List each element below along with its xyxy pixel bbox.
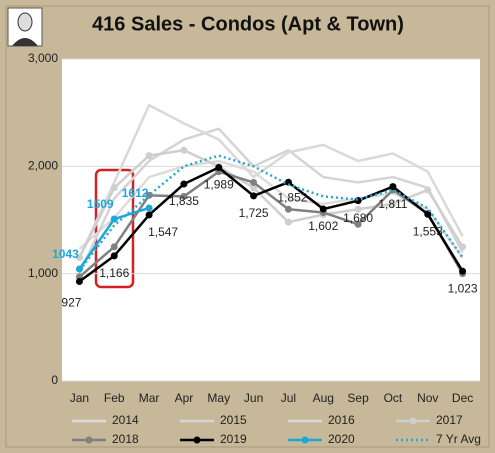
point xyxy=(389,200,397,208)
x-tick-label: Dec xyxy=(452,391,473,405)
legend-marker xyxy=(85,436,93,444)
legend-label: 2020 xyxy=(328,432,355,446)
data-label: 1043 xyxy=(52,247,79,261)
point xyxy=(459,267,467,275)
point xyxy=(180,180,188,188)
point xyxy=(424,186,432,194)
x-tick-label: Mar xyxy=(139,391,160,405)
point xyxy=(145,204,153,212)
point xyxy=(180,146,188,154)
y-tick-label: 2,000 xyxy=(28,159,58,173)
x-tick-label: Aug xyxy=(313,391,334,405)
legend-label: 2018 xyxy=(112,432,139,446)
legend-label: 2019 xyxy=(220,432,247,446)
point xyxy=(284,218,292,226)
series-line xyxy=(78,159,464,259)
point xyxy=(250,192,258,200)
point xyxy=(319,205,327,213)
legend-marker xyxy=(409,417,417,425)
chart-title: 416 Sales - Condos (Apt & Town) xyxy=(92,13,404,35)
plot-area xyxy=(62,59,480,381)
avatar xyxy=(7,7,43,47)
point xyxy=(459,243,467,251)
data-label: 1,602 xyxy=(308,219,338,233)
x-tick-label: Feb xyxy=(104,391,125,405)
data-label: 927 xyxy=(61,296,81,310)
point xyxy=(215,164,223,172)
x-tick-label: Sep xyxy=(347,391,369,405)
legend-marker xyxy=(193,436,201,444)
legend-label: 2016 xyxy=(328,413,355,427)
y-tick-label: 3,000 xyxy=(28,51,58,65)
legend-marker xyxy=(301,436,309,444)
x-tick-label: Jul xyxy=(281,391,296,405)
x-tick-label: Nov xyxy=(417,391,438,405)
x-tick-label: May xyxy=(207,391,230,405)
point xyxy=(110,243,118,251)
y-tick-label: 0 xyxy=(51,373,58,387)
point xyxy=(110,184,118,192)
point xyxy=(110,252,118,260)
legend-label: 2017 xyxy=(436,413,463,427)
data-label: 1,852 xyxy=(277,190,307,204)
point xyxy=(389,183,397,191)
point xyxy=(424,210,432,218)
x-tick-label: Jun xyxy=(244,391,263,405)
x-tick-label: Jan xyxy=(70,391,89,405)
series-line xyxy=(78,166,464,283)
series-line xyxy=(78,127,464,275)
data-label: 1,680 xyxy=(343,211,373,225)
data-label: 1612 xyxy=(122,186,149,200)
point xyxy=(180,192,188,200)
point xyxy=(110,215,118,223)
highlight-box xyxy=(94,168,135,289)
point xyxy=(284,205,292,213)
data-label: 1,553 xyxy=(413,224,443,238)
legend-label: 2014 xyxy=(112,413,139,427)
data-label: 1,166 xyxy=(99,266,129,280)
data-label: 1,835 xyxy=(169,194,199,208)
data-label: 1,023 xyxy=(448,281,478,295)
point xyxy=(145,152,153,160)
legend-label: 2015 xyxy=(220,413,247,427)
series-line xyxy=(78,148,464,259)
series-line xyxy=(78,154,464,272)
point xyxy=(145,211,153,219)
point xyxy=(250,184,258,192)
data-label: 1,725 xyxy=(239,206,269,220)
x-tick-label: Oct xyxy=(384,391,403,405)
x-tick-label: Apr xyxy=(175,391,194,405)
data-label: 1,989 xyxy=(204,178,234,192)
data-label: 1509 xyxy=(87,197,114,211)
series-line xyxy=(78,103,464,259)
point xyxy=(75,278,83,286)
data-label: 1,811 xyxy=(378,197,407,211)
point xyxy=(354,220,362,228)
data-label: 1,547 xyxy=(148,225,178,239)
point xyxy=(75,254,83,262)
y-tick-label: 1,000 xyxy=(28,266,58,280)
point xyxy=(354,205,362,213)
point xyxy=(250,178,258,186)
legend-label: 7 Yr Avg xyxy=(436,432,481,446)
